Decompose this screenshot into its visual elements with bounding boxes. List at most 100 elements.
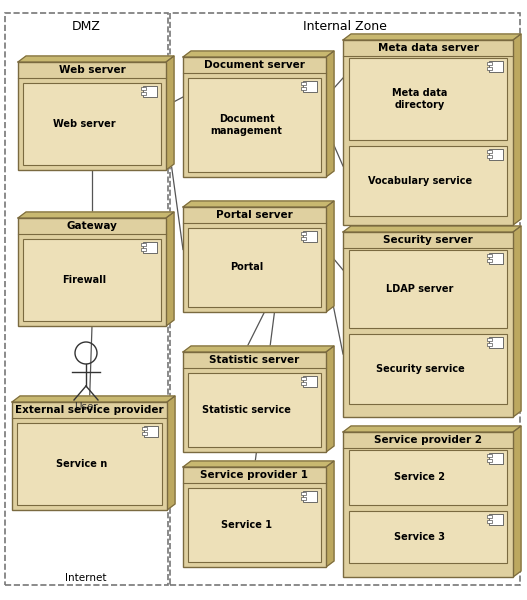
Bar [188,228,321,307]
Bar [486,254,492,257]
Text: Security server: Security server [383,235,473,245]
Polygon shape [513,226,521,417]
Text: Security service: Security service [376,364,464,374]
Bar [486,67,492,70]
Bar [141,92,145,95]
Bar [188,78,321,172]
Bar [188,488,321,562]
Polygon shape [166,212,174,326]
Bar [303,231,317,242]
Text: Firewall: Firewall [62,275,106,285]
Polygon shape [326,346,334,452]
Bar [486,259,492,262]
Bar [343,432,513,577]
Text: Internal Zone: Internal Zone [303,19,387,32]
Bar [18,218,166,326]
Polygon shape [513,426,521,577]
Bar [303,491,317,502]
Bar [489,253,503,264]
Bar [300,87,306,90]
Text: Web server: Web server [53,119,115,129]
Bar [300,497,306,500]
Text: User: User [74,402,98,412]
Text: Web server: Web server [58,65,125,75]
Text: External service provider: External service provider [15,405,164,415]
Polygon shape [167,396,175,510]
Bar [300,377,306,380]
Bar [183,352,326,452]
Bar [486,520,492,523]
Bar [300,82,306,85]
Bar [349,146,507,216]
Bar [486,150,492,153]
Bar [23,239,161,321]
Bar [489,149,503,160]
Polygon shape [343,226,521,232]
Bar [183,467,326,567]
Polygon shape [18,56,174,62]
Text: Meta data server: Meta data server [377,43,479,53]
Bar [349,450,507,505]
Bar [183,57,326,177]
Text: Service 3: Service 3 [395,532,445,542]
Bar [489,337,503,348]
Bar [18,62,166,170]
Bar [486,155,492,158]
Bar [486,343,492,346]
Bar [143,86,157,97]
Text: Document server: Document server [204,60,305,70]
Bar [349,511,507,563]
Polygon shape [513,34,521,225]
Polygon shape [326,201,334,312]
Bar [343,232,513,417]
Bar [349,58,507,140]
Text: Document
management: Document management [211,114,282,136]
Bar [17,423,162,505]
Polygon shape [343,426,521,432]
Bar [183,207,326,312]
Bar [489,514,503,525]
Bar [141,248,145,251]
Text: Internet: Internet [65,573,107,583]
Text: LDAP server: LDAP server [386,284,454,294]
Text: Statistic server: Statistic server [209,355,300,365]
Polygon shape [343,34,521,40]
Text: Gateway: Gateway [66,221,118,231]
Bar [144,426,158,437]
Text: Service n: Service n [56,459,107,469]
Text: Service 2: Service 2 [395,473,445,482]
Bar [303,376,317,387]
Bar [486,454,492,457]
Bar [12,402,167,510]
Bar [349,250,507,328]
Bar [300,492,306,495]
Polygon shape [18,212,174,218]
Polygon shape [183,51,334,57]
Text: DMZ: DMZ [72,19,101,32]
Bar [170,13,520,585]
Bar [489,453,503,464]
Bar [23,83,161,165]
Bar [143,242,157,253]
Bar [349,334,507,404]
Polygon shape [12,396,175,402]
Bar [300,382,306,385]
Bar [300,232,306,235]
Polygon shape [183,201,334,207]
Bar [142,432,147,435]
Bar [303,81,317,92]
Bar [300,237,306,240]
Text: Vocabulary service: Vocabulary service [368,176,472,186]
Polygon shape [326,461,334,567]
Text: Service provider 2: Service provider 2 [374,435,482,445]
Polygon shape [326,51,334,177]
Bar [343,40,513,225]
Polygon shape [183,461,334,467]
Text: Meta data
directory: Meta data directory [392,88,448,110]
Polygon shape [166,56,174,170]
Text: Statistic service: Statistic service [202,405,291,415]
Bar [486,338,492,341]
Polygon shape [183,346,334,352]
Bar [141,243,145,246]
Text: Portal: Portal [230,263,263,272]
